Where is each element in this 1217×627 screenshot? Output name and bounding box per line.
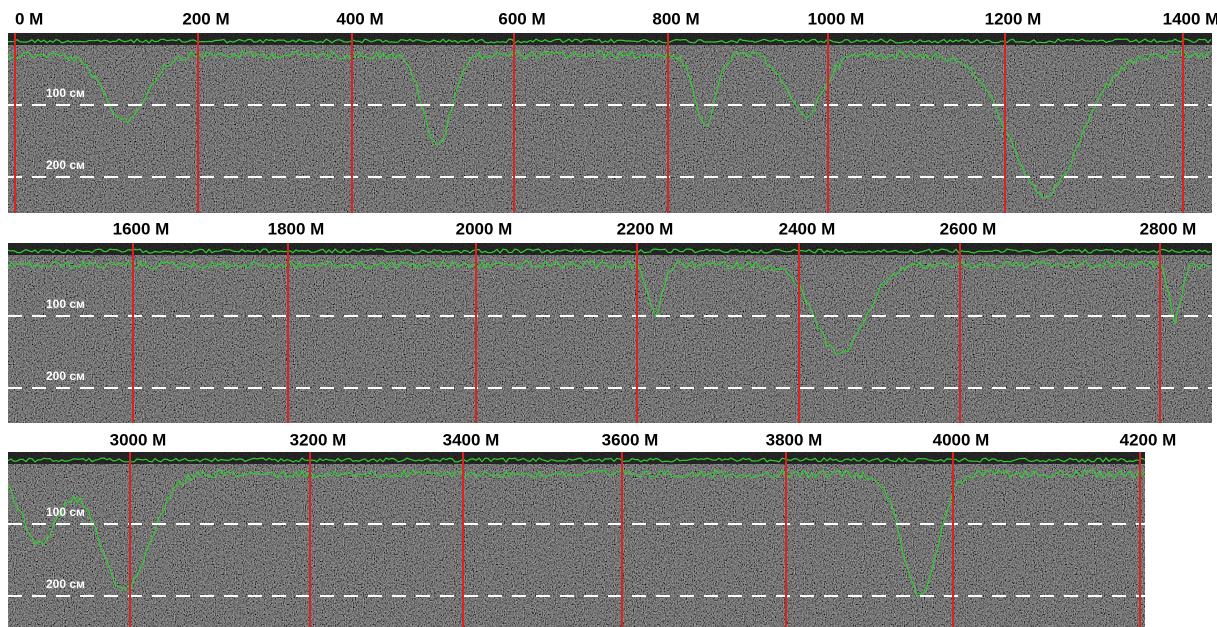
surface-trace [7,248,1212,254]
depth-label: 200 см [46,369,85,383]
radargram-noise [8,452,1145,627]
distance-label: 1600 M [113,219,170,238]
distance-label: 2600 M [940,219,997,238]
radargram-panel: 100 см 200 см 3000 M 3200 M 3400 M 3600 M 3800… [7,430,1177,627]
distance-label: 4000 M [933,430,990,449]
radargram-noise [8,243,1212,423]
radargram-panel: 100 см 200 см 1600 M 1800 M 2000 M 2200 M 2400… [7,219,1212,423]
distance-label: 3000 M [110,430,167,449]
distance-label: 1800 M [268,219,325,238]
depth-label: 100 см [46,505,85,519]
surface-band [8,452,1145,464]
distance-label: 200 M [182,9,229,28]
distance-label: 1000 M [808,9,865,28]
depth-label: 100 см [46,297,85,311]
bottom-trace [7,259,1212,356]
surface-band [8,33,1212,45]
distance-label: 3600 M [602,430,659,449]
bottom-trace [7,468,1146,597]
depth-label: 200 см [46,577,85,591]
distance-label: 2800 M [1140,219,1197,238]
surface-trace [7,457,1146,463]
distance-label: 1400 M [1163,9,1217,28]
distance-label: 600 M [498,9,545,28]
radargram-noise [8,33,1212,213]
surface-trace [7,38,1212,44]
surface-band [8,243,1212,255]
distance-label: 2000 M [456,219,513,238]
distance-label: 3800 M [766,430,823,449]
depth-label: 100 см [46,86,85,100]
distance-label: 400 M [336,9,383,28]
bottom-trace [7,50,1212,199]
distance-label: 4200 M [1120,430,1177,449]
distance-label: 3200 M [290,430,347,449]
distance-label: 2200 M [617,219,674,238]
radargram-panel: 100 см 200 см 0 M 200 M 400 M 600 M 800 M 1000 … [7,9,1217,213]
distance-label: 2400 M [779,219,836,238]
distance-label: 3400 M [443,430,500,449]
distance-label: 800 M [652,9,699,28]
distance-label: 0 M [15,9,43,28]
depth-label: 200 см [46,158,85,172]
distance-label: 1200 M [985,9,1042,28]
